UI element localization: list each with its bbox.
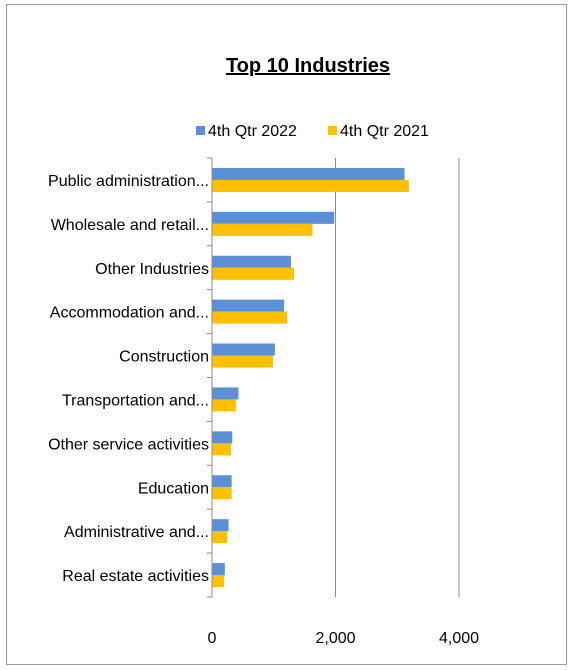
bar-2021-8 — [212, 531, 228, 544]
x-tick-label-0: 0 — [208, 630, 217, 647]
bar-2021-9 — [212, 575, 225, 588]
bar-2021-3 — [212, 311, 288, 324]
legend-swatch-2021 — [328, 126, 337, 135]
gridlines — [335, 158, 460, 597]
category-label-6: Other service activities — [48, 436, 209, 453]
legend-label-2022: 4th Qtr 2022 — [208, 123, 297, 140]
bar-2022-4 — [212, 343, 275, 356]
chart-frame — [6, 4, 567, 665]
bar-2021-5 — [212, 399, 236, 412]
bar-2021-0 — [212, 179, 409, 192]
category-label-1: Wholesale and retail... — [51, 217, 209, 234]
category-label-0: Public administration... — [48, 173, 209, 190]
category-label-3: Accommodation and... — [50, 305, 209, 322]
x-tick-labels: 0 2,000 4,000 — [208, 630, 480, 647]
bar-2022-7 — [212, 475, 232, 488]
bar-2022-9 — [212, 563, 225, 576]
bar-2022-0 — [212, 167, 405, 180]
category-label-7: Education — [138, 480, 209, 497]
bar-2022-5 — [212, 387, 239, 400]
bar-2022-2 — [212, 255, 291, 268]
bar-2021-7 — [212, 487, 232, 500]
category-label-8: Administrative and... — [64, 524, 209, 541]
bars — [212, 167, 409, 588]
category-label-9: Real estate activities — [62, 568, 209, 585]
x-tick-label-1: 2,000 — [315, 630, 355, 647]
category-label-4: Construction — [119, 349, 209, 366]
legend-label-2021: 4th Qtr 2021 — [340, 123, 429, 140]
legend-swatch-2022 — [196, 126, 205, 135]
bar-2022-6 — [212, 431, 233, 444]
bar-2021-6 — [212, 443, 232, 456]
category-axis — [207, 157, 213, 598]
bar-2021-4 — [212, 355, 274, 368]
bar-2021-1 — [212, 223, 313, 236]
category-labels: Public administration... Wholesale and re… — [48, 173, 209, 585]
category-label-2: Other Industries — [95, 261, 209, 278]
bar-2021-2 — [212, 267, 295, 280]
category-label-5: Transportation and... — [62, 392, 209, 409]
bar-2022-3 — [212, 299, 285, 312]
legend: 4th Qtr 2022 4th Qtr 2021 — [196, 123, 429, 140]
bar-2022-8 — [212, 519, 229, 532]
bar-2022-1 — [212, 211, 335, 224]
x-tick-label-2: 4,000 — [439, 630, 479, 647]
chart-title: Top 10 Industries — [226, 55, 390, 77]
